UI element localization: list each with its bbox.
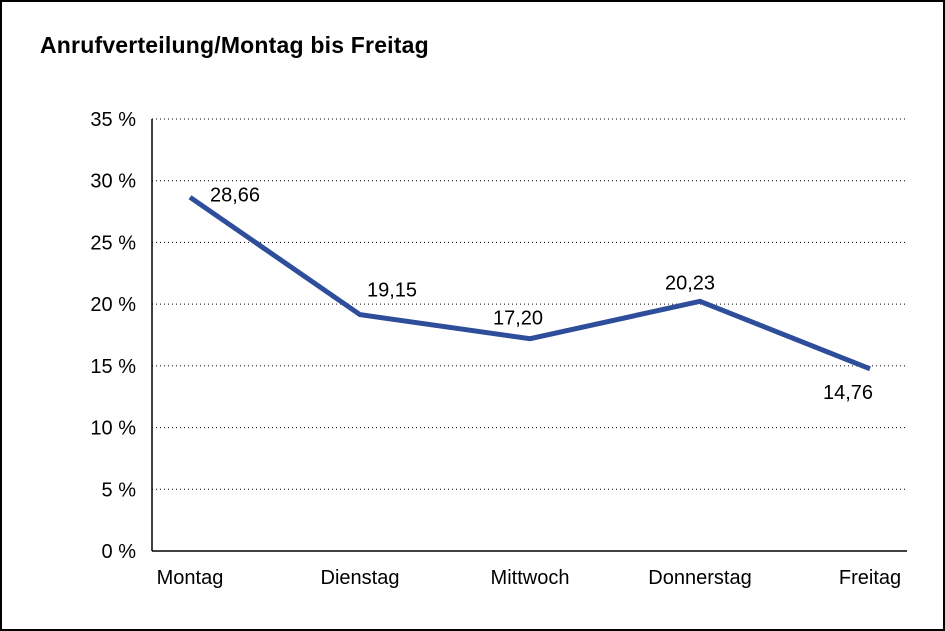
x-tick-label: Freitag bbox=[839, 567, 901, 589]
x-tick-label: Montag bbox=[157, 567, 224, 589]
x-tick-label: Donnerstag bbox=[648, 567, 751, 589]
data-label: 28,66 bbox=[210, 184, 260, 206]
data-label: 19,15 bbox=[367, 280, 417, 302]
data-label: 20,23 bbox=[665, 272, 715, 294]
y-tick-label: 30 % bbox=[90, 171, 136, 193]
x-tick-label: Dienstag bbox=[321, 567, 400, 589]
data-label: 17,20 bbox=[493, 308, 543, 330]
y-tick-label: 35 % bbox=[90, 109, 136, 131]
y-tick-label: 10 % bbox=[90, 418, 136, 440]
data-line bbox=[188, 195, 871, 372]
y-tick-label: 5 % bbox=[102, 479, 137, 501]
chart-title: Anrufverteilung/Montag bis Freitag bbox=[40, 32, 429, 58]
y-tick-label: 20 % bbox=[90, 294, 136, 316]
data-label: 14,76 bbox=[823, 382, 873, 404]
y-tick-label: 15 % bbox=[90, 356, 136, 378]
x-tick-label: Mittwoch bbox=[491, 567, 570, 589]
y-tick-label: 0 % bbox=[102, 541, 137, 563]
y-tick-label: 25 % bbox=[90, 232, 136, 254]
